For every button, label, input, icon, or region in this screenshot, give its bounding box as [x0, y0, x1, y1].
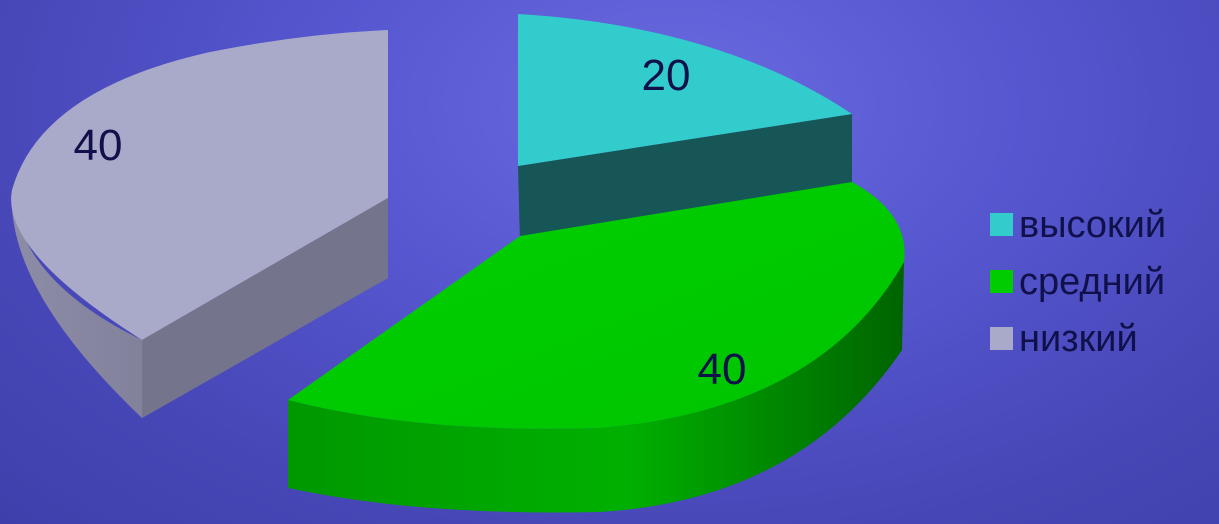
slice-high	[518, 14, 852, 244]
legend-swatch-mid	[990, 270, 1013, 293]
slice-low	[11, 30, 388, 418]
data-label-high: 20	[642, 51, 691, 100]
slice-mid-side	[288, 262, 904, 513]
data-label-low: 40	[74, 121, 123, 170]
slice-mid	[288, 182, 905, 513]
legend-label-mid: средний	[1019, 260, 1166, 303]
legend-label-low: низкий	[1019, 317, 1138, 360]
slice-low-edge	[142, 198, 388, 418]
data-label-mid: 40	[698, 345, 747, 394]
legend-swatch-high	[990, 213, 1013, 236]
legend-swatch-low	[990, 327, 1013, 350]
legend-item-low: низкий	[990, 310, 1219, 367]
legend-item-mid: средний	[990, 253, 1219, 310]
legend: высокий средний низкий	[990, 196, 1219, 367]
slice-high-inner-face	[518, 114, 852, 244]
slice-low-top	[11, 30, 388, 340]
slice-low-side	[12, 190, 388, 418]
slice-mid-top	[288, 182, 905, 429]
legend-label-high: высокий	[1019, 203, 1167, 246]
legend-item-high: высокий	[990, 196, 1219, 253]
slice-high-top	[518, 14, 852, 166]
